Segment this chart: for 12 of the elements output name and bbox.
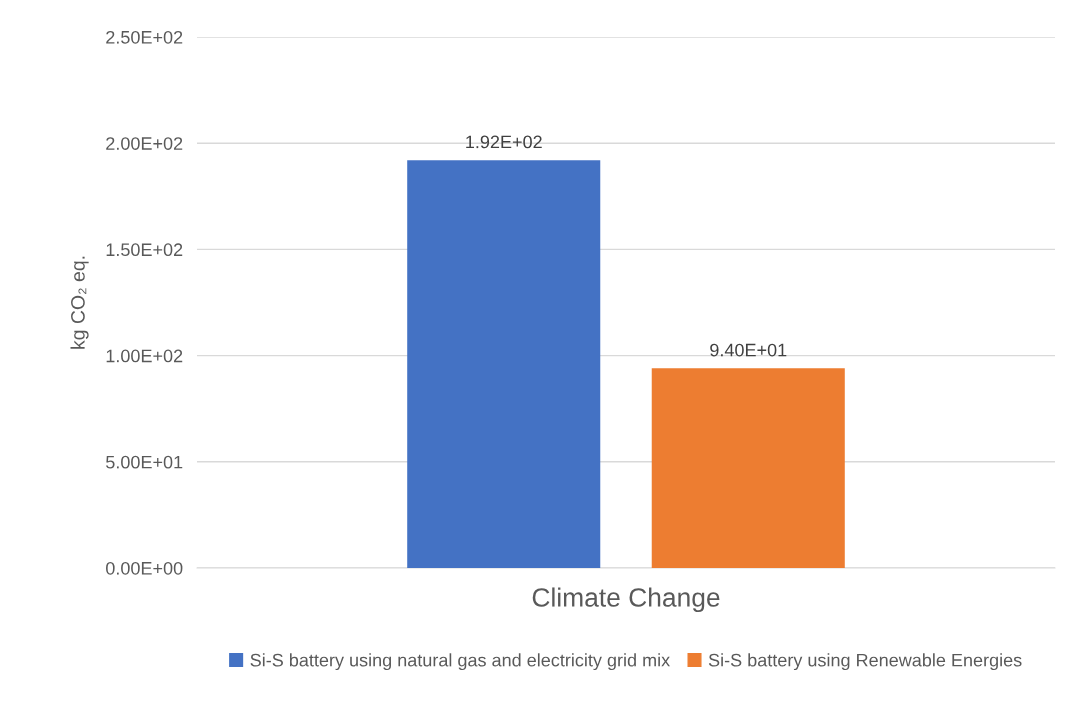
y-tick-label: 2.00E+02	[106, 137, 183, 150]
legend-label: Si-S battery using Renewable Energies	[708, 653, 1022, 671]
legend-label: Si-S battery using natural gas and electricity grid mix	[250, 653, 670, 671]
data-label: 1.92E+02	[466, 135, 542, 149]
y-tick-label: 1.50E+02	[106, 243, 183, 257]
x-tick-label: Climate Change	[532, 587, 720, 613]
y-tick-label: 5.00E+01	[106, 455, 183, 469]
y-tick-label: 1.00E+02	[106, 349, 183, 363]
data-label: 9.40E+01	[710, 343, 787, 357]
y-axis-title: kg CO₂ eq.	[70, 256, 89, 349]
y-tick-label: 2.50E+02	[106, 30, 183, 44]
y-tick-label: 0.00E+00	[106, 561, 183, 575]
